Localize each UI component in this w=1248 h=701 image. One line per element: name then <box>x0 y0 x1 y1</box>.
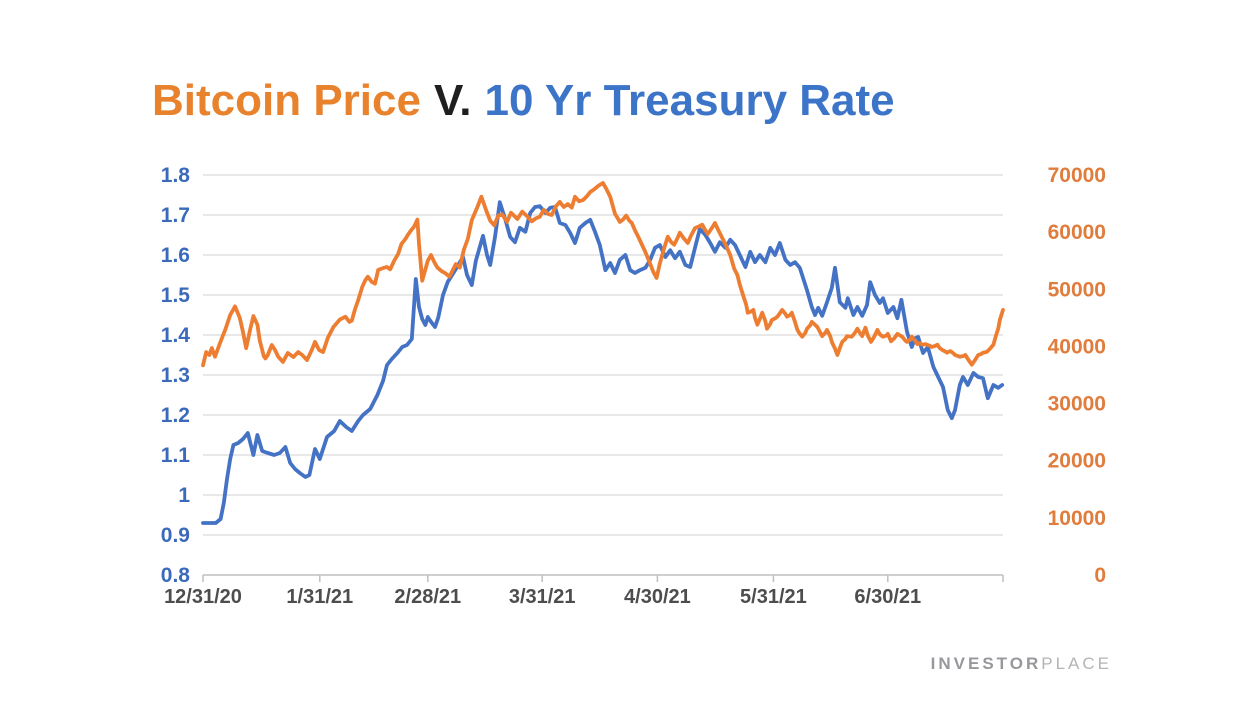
x-tick-label: 2/28/21 <box>394 586 461 608</box>
y-left-tick-label: 1.3 <box>161 364 190 387</box>
y-left-tick-label: 1.8 <box>161 164 191 187</box>
y-left-tick-label: 1.2 <box>161 404 190 427</box>
y-left-tick-label: 1 <box>178 484 190 507</box>
y-left-tick-label: 1.7 <box>161 204 190 227</box>
bitcoin-price-line <box>201 181 1005 368</box>
y-right-tick-label: 50000 <box>1048 278 1106 301</box>
y-right-tick-label: 0 <box>1094 564 1106 587</box>
x-tick-label: 3/31/21 <box>509 586 576 608</box>
y-right-tick-label: 40000 <box>1048 335 1106 358</box>
y-right-tick-label: 10000 <box>1048 507 1106 530</box>
y-left-tick-label: 0.8 <box>161 564 191 587</box>
y-left-tick-label: 1.1 <box>161 444 191 467</box>
brand-investor: INVESTOR <box>930 654 1042 673</box>
y-right-tick-label: 20000 <box>1048 450 1106 473</box>
chart-title: Bitcoin Price V. 10 Yr Treasury Rate <box>152 76 895 126</box>
title-treasury-rate: 10 Yr Treasury Rate <box>484 76 895 125</box>
x-tick-label: 4/30/21 <box>624 586 691 608</box>
y-right-tick-label: 30000 <box>1048 393 1106 416</box>
title-bitcoin-price: Bitcoin Price <box>152 76 421 125</box>
x-tick-label: 1/31/21 <box>286 586 353 608</box>
treasury-rate-line <box>201 200 1005 525</box>
y-left-tick-label: 1.4 <box>161 324 191 347</box>
y-right-tick-label: 70000 <box>1048 164 1106 187</box>
brand-footer: INVESTORPLACE <box>931 654 1112 674</box>
x-tick-label: 5/31/21 <box>740 586 807 608</box>
x-tick-label: 6/30/21 <box>854 586 921 608</box>
y-left-tick-label: 0.9 <box>161 524 190 547</box>
y-right-tick-label: 60000 <box>1048 221 1106 244</box>
y-left-tick-label: 1.6 <box>161 244 190 267</box>
title-versus: V. <box>433 76 472 125</box>
y-left-tick-label: 1.5 <box>161 284 191 307</box>
x-tick-label: 12/31/20 <box>164 586 242 608</box>
brand-place: PLACE <box>1041 654 1112 673</box>
